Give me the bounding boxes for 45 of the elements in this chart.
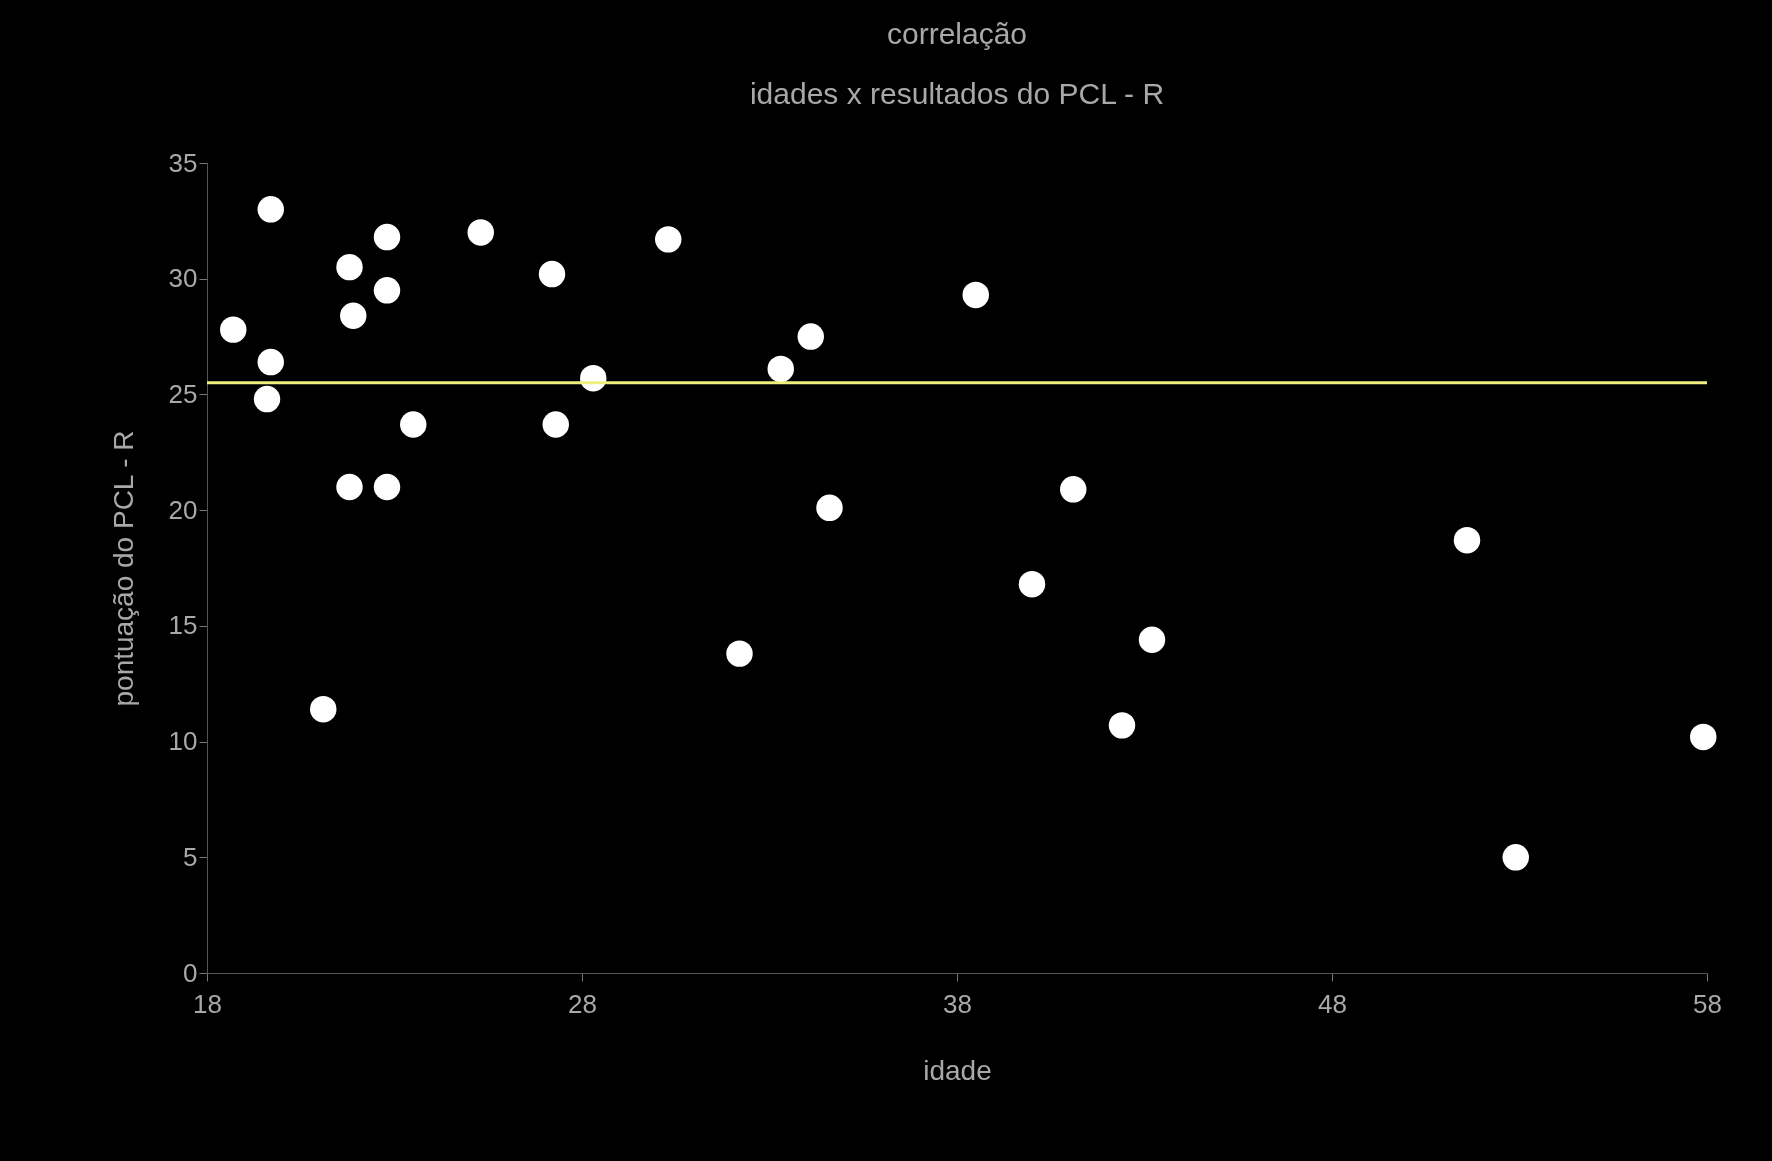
point <box>373 473 401 501</box>
x-tick-label: 48 <box>1318 988 1347 1019</box>
point <box>655 226 682 253</box>
point <box>373 223 401 251</box>
point <box>538 260 566 288</box>
y-tick-label: 15 <box>168 610 198 641</box>
y-tick-label: 30 <box>168 263 198 294</box>
chart-title: correlação <box>886 17 1028 50</box>
point <box>1060 476 1087 503</box>
point <box>400 411 427 438</box>
x-axis-title: idade <box>923 1054 992 1086</box>
point <box>340 302 367 329</box>
point <box>1453 527 1481 554</box>
point <box>1502 844 1529 871</box>
point <box>1690 723 1717 751</box>
point <box>797 323 824 350</box>
point <box>373 277 401 304</box>
point <box>336 253 363 281</box>
point <box>767 355 794 383</box>
point <box>220 316 247 343</box>
x-tick-label: 38 <box>943 988 972 1019</box>
y-tick-label: 20 <box>168 494 198 525</box>
point <box>467 219 494 246</box>
point <box>1108 712 1136 739</box>
point <box>1138 626 1166 653</box>
point <box>257 196 284 223</box>
x-tick-label: 28 <box>568 988 597 1019</box>
y-tick-label: 5 <box>183 841 198 872</box>
y-tick-label: 10 <box>168 726 198 757</box>
point <box>726 640 753 667</box>
point <box>253 385 281 413</box>
y-tick-label: 0 <box>183 957 198 988</box>
point <box>816 494 843 522</box>
point <box>962 281 989 309</box>
y-tick-label: 25 <box>168 378 198 409</box>
point <box>1018 571 1046 598</box>
y-axis-title: pontuação do PCL - R <box>107 430 139 707</box>
point <box>336 473 363 501</box>
chart-subtitle: idades x resultados do PCL - R <box>749 77 1165 110</box>
x-tick-label: 18 <box>193 988 222 1019</box>
point <box>542 411 569 438</box>
y-tick-label: 35 <box>168 147 198 178</box>
x-tick-label: 58 <box>1693 988 1722 1019</box>
point <box>257 348 284 376</box>
point <box>310 695 337 723</box>
